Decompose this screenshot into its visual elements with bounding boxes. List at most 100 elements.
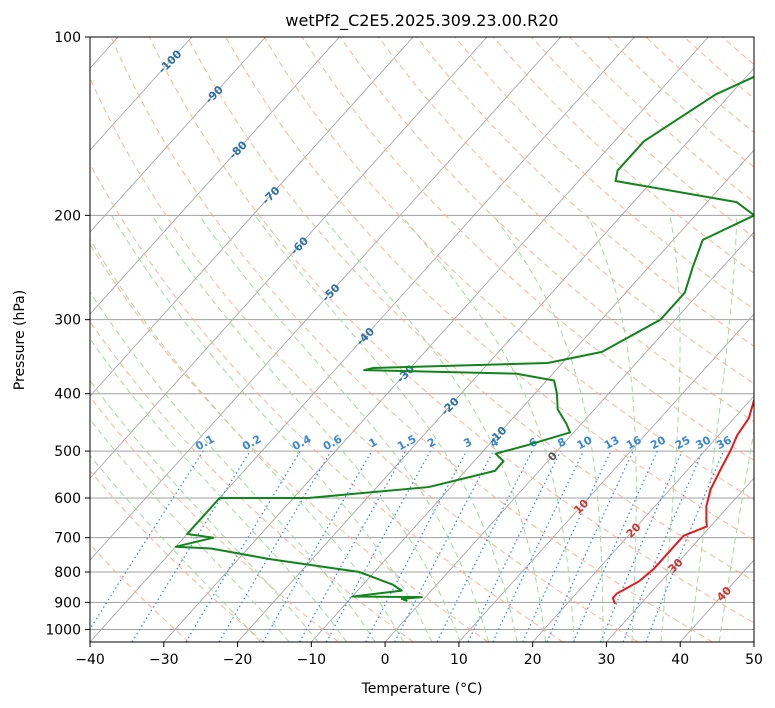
dry-adiabat-line <box>90 543 190 642</box>
isotherm-line <box>90 37 414 397</box>
mixing-ratio-label: 3 <box>461 435 474 450</box>
mixing-ratio-label: 20 <box>648 433 668 452</box>
moist-adiabat-line <box>90 454 261 642</box>
dry-adiabat-line <box>90 243 489 642</box>
mixing-ratio-label: 0.2 <box>240 432 263 453</box>
mixing-ratio-label: 0.6 <box>321 432 345 453</box>
mixing-ratio-line <box>492 450 585 642</box>
isotherm-line <box>384 231 754 642</box>
moist-adiabat-line <box>198 215 490 642</box>
isotherm-line <box>163 37 709 642</box>
mixing-ratio-line <box>218 450 332 642</box>
moist-adiabat-line <box>718 428 754 642</box>
dry-adiabat-line <box>263 37 754 501</box>
plot-frame <box>89 36 755 643</box>
dry-adiabat-line <box>90 395 339 642</box>
isotherm-line <box>90 37 488 479</box>
dewpoint-profile-line <box>174 75 754 602</box>
mixing-ratio-label: 16 <box>624 433 644 452</box>
isotherm-line <box>606 477 754 642</box>
x-tick-label: 10 <box>450 652 468 668</box>
mixing-ratio-label: 1 <box>367 435 380 450</box>
mixing-ratio-line <box>185 450 301 642</box>
mixing-ratio-line <box>467 450 562 642</box>
isotherm-line <box>458 313 754 642</box>
dry-adiabat-line <box>225 37 754 541</box>
mixing-ratio-line <box>522 450 612 642</box>
isotherm-line <box>90 37 266 233</box>
isotherm-label: -100 <box>156 47 185 76</box>
y-tick-label: 100 <box>54 30 81 46</box>
x-tick-label: 50 <box>745 652 763 668</box>
y-tick-label: 200 <box>54 208 81 224</box>
isotherm-line <box>90 37 635 642</box>
y-tick-label: 1000 <box>45 622 81 638</box>
mixing-ratio-label: 13 <box>602 433 622 452</box>
moist-adiabat-line <box>586 215 637 642</box>
isotherm-line <box>90 37 193 151</box>
dry-adiabat-line <box>90 320 414 642</box>
isotherm-line <box>90 37 562 561</box>
moist-adiabat-line <box>151 215 461 642</box>
x-tick-label: −40 <box>75 652 105 668</box>
dry-adiabat-line <box>301 37 754 461</box>
moist-adiabat-line <box>689 215 738 642</box>
mixing-ratio-line <box>365 450 468 642</box>
dry-adiabat-line <box>416 37 754 347</box>
dry-adiabat-line <box>454 37 754 311</box>
x-tick-label: 30 <box>598 652 616 668</box>
moist-adiabat-line <box>90 291 376 642</box>
x-tick-label: 20 <box>524 652 542 668</box>
mixing-ratio-label: 8 <box>555 435 568 450</box>
y-tick-label: 300 <box>54 313 81 329</box>
mixing-ratio-label: 1.5 <box>395 432 418 453</box>
dry-adiabat-line <box>148 37 754 624</box>
moist-adiabat-line <box>492 215 604 642</box>
isotherm-line <box>90 37 340 315</box>
dry-adiabat-line <box>110 37 713 642</box>
axes: −40 −30 −20 −10 0 10 20 30 40 50 100 200 300 400 500 60… <box>45 30 763 668</box>
moist-adiabat-line <box>660 215 681 642</box>
dry-adiabat-line <box>531 37 754 238</box>
moist-adiabat-line <box>254 215 518 642</box>
y-tick-label: 500 <box>54 444 81 460</box>
x-axis-label: Temperature (°C) <box>361 681 483 697</box>
x-tick-label: −30 <box>149 652 179 668</box>
moist-adiabat-line <box>321 215 547 642</box>
moist-adiabat-line <box>90 337 348 642</box>
mixing-ratio-label: 30 <box>693 433 713 452</box>
mixing-ratio-line <box>325 450 431 642</box>
mixing-ratio-label: 0.4 <box>290 432 314 453</box>
isotherm-line <box>753 641 754 642</box>
chart-title: wetPf2_C2E5.2025.309.23.00.R20 <box>285 11 558 31</box>
mixing-ratio-line <box>572 450 658 642</box>
mixing-ratio-line <box>131 450 251 642</box>
profile-series <box>174 75 754 605</box>
mixing-ratio-label: 36 <box>714 433 734 452</box>
mixing-ratio-line <box>436 450 533 642</box>
moist-adiabat-line <box>90 238 405 642</box>
mixing-ratio-label: 10 <box>575 433 595 452</box>
isotherm-line <box>237 67 754 642</box>
mixing-ratio-line <box>546 450 634 642</box>
y-tick-label: 900 <box>54 595 81 611</box>
mixing-ratio-label: 25 <box>673 433 693 452</box>
mixing-ratio-line <box>90 450 204 631</box>
mixing-ratio-label: 2 <box>425 435 438 450</box>
x-tick-label: 40 <box>671 652 689 668</box>
y-tick-label: 400 <box>54 387 81 403</box>
dry-adiabat-line <box>90 162 564 642</box>
y-tick-label: 800 <box>54 565 81 581</box>
mixing-ratio-line <box>299 450 407 642</box>
mixing-ratio-line <box>645 450 724 642</box>
background-lines <box>90 37 754 642</box>
dry-adiabat-line <box>683 37 754 100</box>
x-tick-label: 0 <box>381 652 390 668</box>
y-axis-label: Pressure (hPa) <box>12 290 28 390</box>
y-tick-label: 700 <box>54 531 81 547</box>
isotherm-line <box>311 149 754 642</box>
temperature-profile-line <box>611 398 754 605</box>
x-tick-label: −10 <box>297 652 327 668</box>
